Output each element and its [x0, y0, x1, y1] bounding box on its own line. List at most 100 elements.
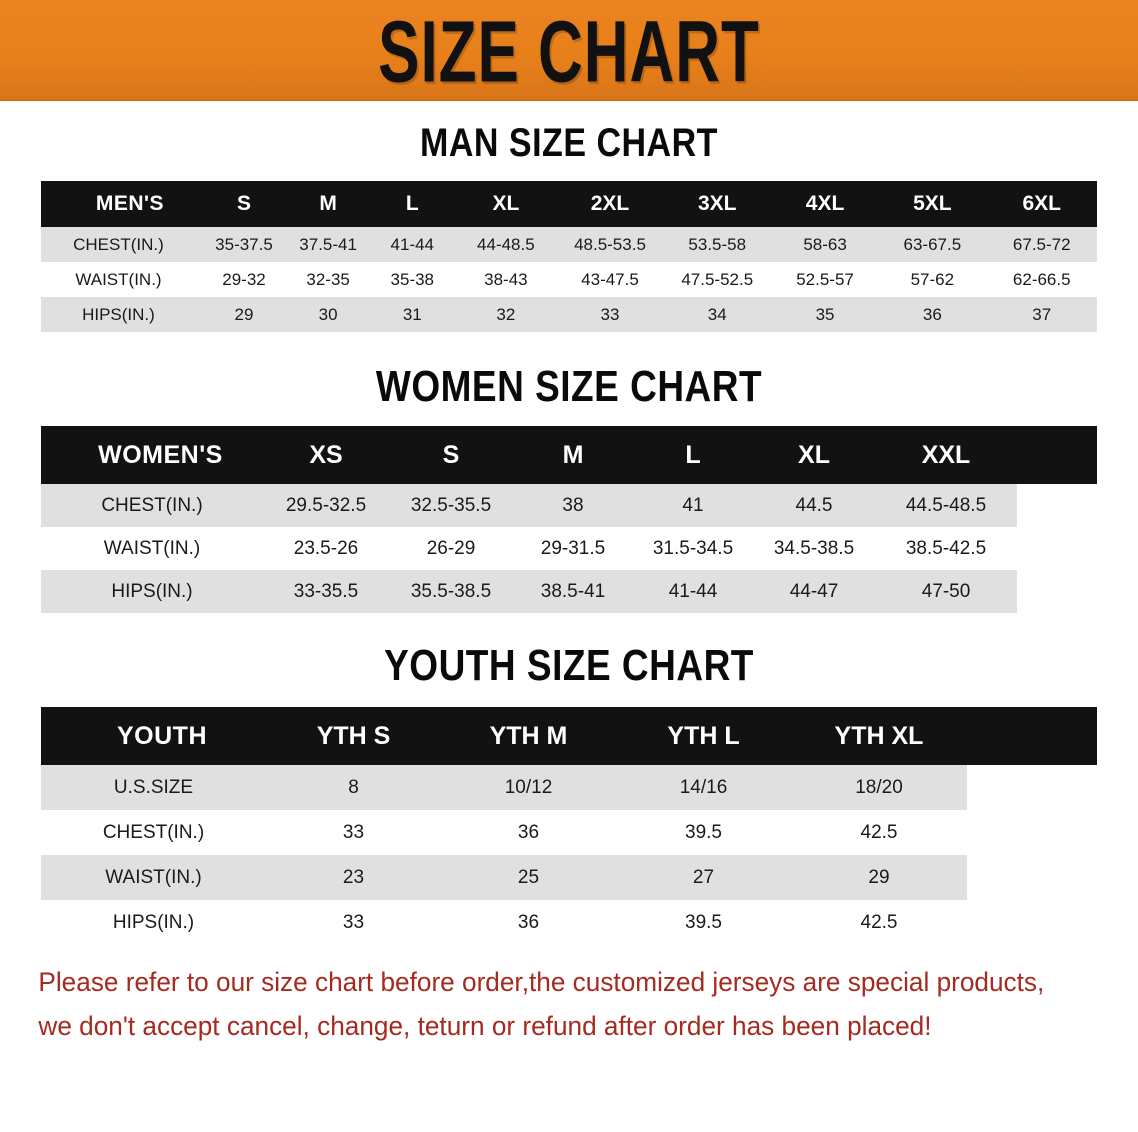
women-cell-spacer: [1017, 527, 1097, 570]
youth-cell-spacer: [967, 765, 1097, 810]
table-row: HIPS(IN.) 29 30 31 32 33 34 35 36 37: [41, 297, 1097, 332]
men-cell: 29: [234, 304, 254, 324]
women-cell-spacer: [1017, 570, 1097, 613]
women-cell: 44.5: [795, 494, 833, 516]
youth-cell: 18/20: [855, 776, 903, 798]
men-row-label: WAIST(IN.): [75, 269, 162, 289]
women-col-header: S: [442, 440, 460, 469]
women-section-title: WOMEN SIZE CHART: [375, 362, 763, 411]
men-cell: 37: [1032, 304, 1052, 324]
women-cell: 23.5-26: [293, 537, 359, 559]
men-cell: 41-44: [390, 234, 435, 254]
youth-header-spacer: [967, 707, 1097, 765]
men-cell: 35: [815, 304, 835, 324]
youth-cell: 29: [868, 866, 890, 888]
men-row-label: CHEST(IN.): [73, 234, 164, 254]
men-cell: 63-67.5: [903, 234, 962, 254]
youth-row-label: WAIST(IN.): [105, 866, 202, 888]
youth-size-table: YOUTH YTH S YTH M YTH L YTH XL U.S.SIZE …: [41, 707, 1097, 945]
men-col-header: M: [319, 192, 337, 215]
youth-cell: 36: [517, 821, 540, 843]
men-col-header: L: [405, 192, 419, 215]
women-cell: 41-44: [668, 580, 718, 602]
men-cell: 62-66.5: [1012, 269, 1071, 289]
disclaimer-note: Please refer to our size chart before or…: [19, 961, 1086, 1048]
men-header-row: MEN'S S M L XL 2XL 3XL 4XL 5XL 6XL: [41, 181, 1097, 227]
men-row-label: HIPS(IN.): [82, 304, 155, 324]
women-col-header: XXL: [921, 440, 971, 469]
men-col-header: 4XL: [805, 192, 845, 215]
youth-corner-label: YOUTH: [117, 721, 207, 750]
women-cell: 38.5-42.5: [905, 537, 987, 559]
youth-cell-spacer: [967, 900, 1097, 945]
youth-cell: 14/16: [679, 776, 728, 798]
men-cell: 53.5-58: [688, 234, 747, 254]
table-row: HIPS(IN.) 33 36 39.5 42.5: [41, 900, 1097, 945]
men-size-table-wrapper: MEN'S S M L XL 2XL 3XL 4XL 5XL 6XL CHEST…: [41, 181, 1097, 332]
women-header-row: WOMEN'S XS S M L XL XXL: [41, 426, 1097, 484]
women-cell: 32.5-35.5: [410, 494, 492, 516]
men-cell: 58-63: [803, 234, 847, 254]
table-row: WAIST(IN.) 23.5-26 26-29 29-31.5 31.5-34…: [41, 527, 1097, 570]
men-cell: 36: [922, 304, 942, 324]
men-col-header: 5XL: [913, 192, 952, 215]
women-cell: 26-29: [426, 537, 476, 559]
men-cell: 35-37.5: [215, 234, 273, 254]
youth-cell: 8: [348, 776, 359, 798]
men-cell: 34: [707, 304, 727, 324]
women-cell: 33-35.5: [293, 580, 359, 602]
men-cell: 33: [600, 304, 620, 324]
man-section-title: MAN SIZE CHART: [420, 120, 718, 166]
women-header-spacer: [1017, 426, 1097, 484]
youth-cell: 36: [517, 911, 540, 933]
men-cell: 35-38: [390, 269, 435, 289]
men-cell: 67.5-72: [1012, 234, 1071, 254]
women-row-label: CHEST(IN.): [101, 494, 203, 516]
women-corner-label: WOMEN'S: [98, 440, 223, 469]
women-cell: 44-47: [789, 580, 839, 602]
women-row-label: WAIST(IN.): [103, 537, 201, 559]
youth-size-table-wrapper: YOUTH YTH S YTH M YTH L YTH XL U.S.SIZE …: [41, 707, 1097, 945]
men-col-header: 3XL: [698, 192, 737, 215]
youth-row-label: CHEST(IN.): [102, 821, 205, 843]
table-row: WAIST(IN.) 29-32 32-35 35-38 38-43 43-47…: [41, 262, 1097, 297]
men-cell: 57-62: [910, 269, 955, 289]
men-size-table: MEN'S S M L XL 2XL 3XL 4XL 5XL 6XL CHEST…: [41, 181, 1097, 332]
men-cell: 47.5-52.5: [681, 269, 754, 289]
women-cell: 41: [682, 494, 704, 516]
men-corner-label: MEN'S: [95, 192, 165, 215]
women-col-header: XL: [798, 440, 830, 469]
youth-cell-spacer: [967, 810, 1097, 855]
youth-row-label: HIPS(IN.): [112, 911, 195, 933]
women-cell-spacer: [1017, 484, 1097, 527]
men-cell: 37.5-41: [299, 234, 357, 254]
men-cell: 32: [496, 304, 516, 324]
header-banner: SIZE CHART: [0, 0, 1138, 101]
men-cell: 31: [402, 304, 422, 324]
youth-col-header: YTH S: [316, 721, 391, 750]
youth-cell: 42.5: [860, 911, 898, 933]
disclaimer-line-2: we don't accept cancel, change, teturn o…: [38, 1010, 932, 1041]
disclaimer-line-1: Please refer to our size chart before or…: [38, 967, 1045, 997]
youth-cell: 39.5: [685, 821, 722, 843]
youth-cell: 25: [517, 866, 540, 888]
table-row: WAIST(IN.) 23 25 27 29: [41, 855, 1097, 900]
men-cell: 44-48.5: [477, 234, 535, 254]
women-col-header: L: [685, 440, 701, 469]
page-title: SIZE CHART: [378, 1, 760, 100]
women-cell: 47-50: [921, 580, 971, 602]
women-row-label: HIPS(IN.): [111, 580, 193, 602]
men-col-header: XL: [492, 192, 520, 215]
youth-row-label: U.S.SIZE: [113, 776, 194, 798]
women-cell: 34.5-38.5: [773, 537, 855, 559]
men-col-header: S: [236, 192, 251, 215]
women-cell: 29-31.5: [540, 537, 606, 559]
youth-header-row: YOUTH YTH S YTH M YTH L YTH XL: [41, 707, 1097, 765]
youth-col-header: YTH L: [667, 721, 740, 750]
men-col-header: 6XL: [1022, 192, 1061, 215]
men-cell: 52.5-57: [796, 269, 854, 289]
women-cell: 38.5-41: [540, 580, 606, 602]
youth-section-title: YOUTH SIZE CHART: [384, 641, 754, 690]
youth-cell: 23: [342, 866, 365, 888]
women-cell: 38: [562, 494, 584, 516]
